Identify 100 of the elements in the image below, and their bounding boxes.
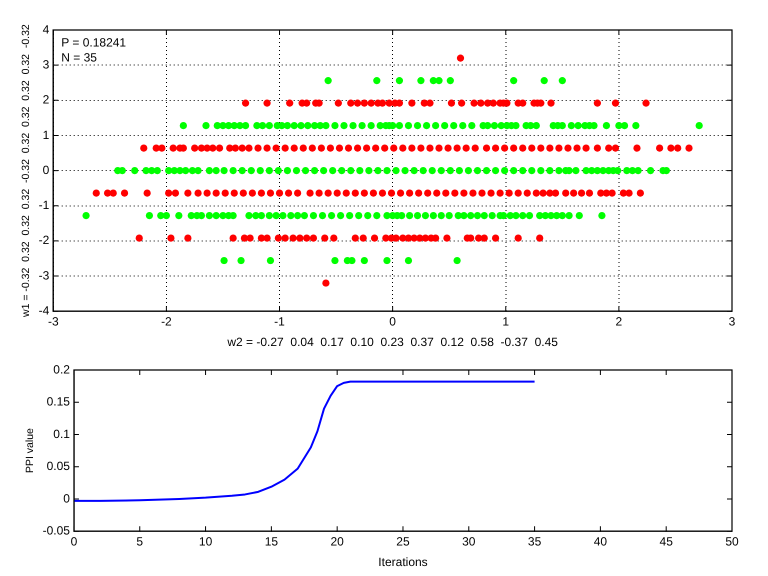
point bbox=[519, 212, 526, 220]
point bbox=[232, 144, 239, 152]
point bbox=[272, 144, 280, 152]
point bbox=[144, 189, 151, 197]
point bbox=[347, 100, 354, 107]
point bbox=[540, 77, 548, 84]
point bbox=[612, 100, 620, 107]
point bbox=[460, 212, 468, 220]
point bbox=[326, 144, 334, 152]
y-tick-label: 0.15 bbox=[46, 394, 70, 409]
point bbox=[146, 212, 154, 220]
point bbox=[422, 212, 430, 220]
point bbox=[162, 212, 170, 220]
point bbox=[442, 189, 450, 197]
x-tick-label: 50 bbox=[725, 534, 739, 549]
point bbox=[510, 77, 518, 84]
point bbox=[370, 189, 378, 197]
point bbox=[562, 189, 570, 197]
y-tick-label: 0.05 bbox=[46, 459, 70, 474]
point bbox=[537, 144, 544, 152]
point bbox=[460, 189, 468, 197]
annotation: N = 35 bbox=[61, 50, 98, 64]
point bbox=[373, 212, 380, 220]
point bbox=[426, 144, 434, 152]
point bbox=[608, 189, 616, 197]
point bbox=[237, 256, 245, 264]
point bbox=[396, 189, 404, 197]
point bbox=[354, 144, 362, 152]
point bbox=[558, 212, 566, 220]
point bbox=[492, 144, 500, 152]
point bbox=[254, 144, 262, 152]
x-axis-title: Iterations bbox=[378, 555, 428, 570]
point bbox=[474, 212, 482, 220]
point bbox=[519, 144, 526, 152]
point bbox=[570, 189, 578, 197]
y-tick-label: -1 bbox=[38, 198, 50, 212]
y-tick-label: 0 bbox=[42, 162, 50, 177]
point bbox=[564, 144, 572, 152]
point bbox=[524, 189, 531, 197]
point bbox=[582, 144, 590, 152]
point bbox=[165, 189, 172, 197]
y-axis-title: PPI value bbox=[24, 428, 36, 474]
point bbox=[454, 256, 461, 264]
point bbox=[506, 189, 513, 197]
x-tick-label: 35 bbox=[528, 534, 542, 549]
point bbox=[289, 234, 297, 242]
point bbox=[120, 189, 128, 197]
x-tick-label: 10 bbox=[198, 534, 213, 549]
point bbox=[415, 189, 422, 197]
point bbox=[451, 189, 458, 197]
point bbox=[417, 77, 425, 84]
point bbox=[331, 256, 339, 264]
point bbox=[334, 189, 341, 197]
x-tick-label: 3 bbox=[728, 314, 736, 329]
point bbox=[272, 212, 280, 220]
point bbox=[242, 100, 250, 107]
point bbox=[454, 144, 461, 152]
point bbox=[294, 212, 302, 220]
point bbox=[435, 77, 443, 84]
point bbox=[426, 100, 434, 107]
point bbox=[303, 100, 310, 107]
point bbox=[469, 189, 477, 197]
y-tick-label: 1 bbox=[42, 128, 50, 142]
point bbox=[435, 144, 443, 152]
point bbox=[336, 144, 344, 152]
point bbox=[352, 189, 359, 197]
point bbox=[482, 144, 490, 152]
x-axis-title: w2 = -0.27 0.04 0.17 0.10 0.23 0.37 0.12 0.58 -0.37 0.45 bbox=[226, 335, 558, 350]
point bbox=[432, 234, 440, 242]
point bbox=[514, 189, 522, 197]
point bbox=[274, 234, 282, 242]
point bbox=[158, 144, 166, 152]
point bbox=[456, 54, 464, 62]
point bbox=[372, 144, 380, 152]
point bbox=[279, 212, 287, 220]
point bbox=[322, 279, 330, 287]
point bbox=[512, 212, 520, 220]
point bbox=[310, 212, 318, 220]
point bbox=[480, 234, 488, 242]
x-tick-label: 45 bbox=[660, 534, 674, 549]
point bbox=[414, 212, 422, 220]
point bbox=[82, 212, 90, 220]
point bbox=[360, 234, 367, 242]
point bbox=[300, 144, 307, 152]
point bbox=[480, 212, 488, 220]
point bbox=[404, 256, 412, 264]
point bbox=[398, 212, 406, 220]
point bbox=[263, 144, 271, 152]
x-tick-label: 30 bbox=[462, 534, 476, 549]
point bbox=[238, 144, 246, 152]
y-tick-label: 0 bbox=[63, 491, 70, 506]
y-tick-label: 2 bbox=[42, 92, 50, 107]
point bbox=[258, 212, 266, 220]
point bbox=[230, 189, 238, 197]
point bbox=[370, 234, 378, 242]
point bbox=[266, 212, 273, 220]
point bbox=[388, 189, 396, 197]
point bbox=[191, 144, 198, 152]
y-tick-label: 4 bbox=[42, 22, 50, 36]
y-tick-label: -0.05 bbox=[42, 524, 70, 538]
